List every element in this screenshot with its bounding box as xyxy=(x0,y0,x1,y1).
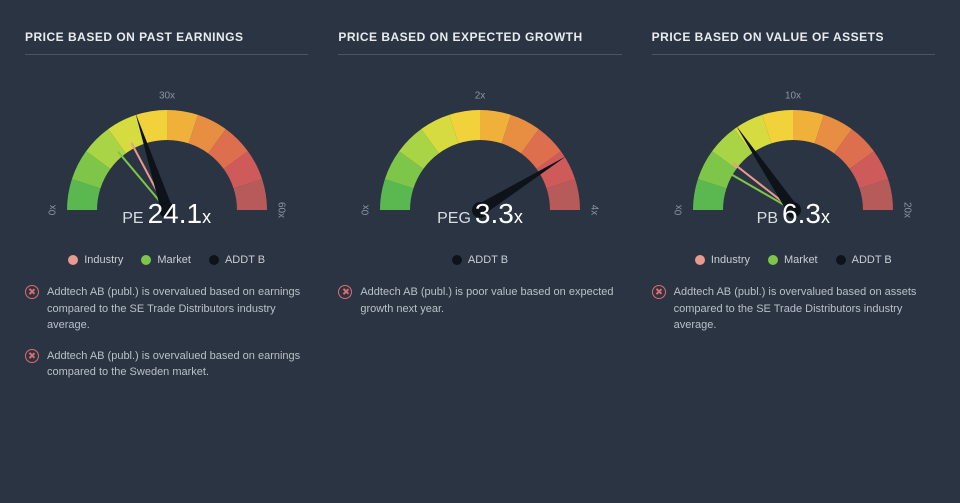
note-text: Addtech AB (publ.) is overvalued based o… xyxy=(47,348,308,381)
gauge-wrap: 0x10x20xPB6.3x xyxy=(652,80,935,250)
panel-notes: Addtech AB (publ.) is poor value based o… xyxy=(338,284,621,317)
legend-label: ADDT B xyxy=(225,254,265,266)
legend-label: Industry xyxy=(84,254,123,266)
legend-item: ADDT B xyxy=(452,254,508,266)
panel-title: PRICE BASED ON PAST EARNINGS xyxy=(25,30,308,55)
legend-item: ADDT B xyxy=(209,254,265,266)
legend-dot-icon xyxy=(768,255,778,265)
legend-dot-icon xyxy=(68,255,78,265)
metric-value-suffix: x xyxy=(514,207,523,227)
panel-notes: Addtech AB (publ.) is overvalued based o… xyxy=(652,284,935,334)
gauge-wrap: 0x30x60xPE24.1x xyxy=(25,80,308,250)
legend-item: Industry xyxy=(68,254,123,266)
cross-circle-icon xyxy=(25,349,39,363)
gauge-metric: PB6.3x xyxy=(652,198,935,230)
note-text: Addtech AB (publ.) is poor value based o… xyxy=(360,284,621,317)
valuation-note: Addtech AB (publ.) is poor value based o… xyxy=(338,284,621,317)
metric-value-suffix: x xyxy=(202,207,211,227)
metric-value-suffix: x xyxy=(821,207,830,227)
note-text: Addtech AB (publ.) is overvalued based o… xyxy=(47,284,308,334)
gauge-tick-label: 30x xyxy=(159,91,175,102)
valuation-panel: PRICE BASED ON PAST EARNINGS0x30x60xPE24… xyxy=(25,30,308,473)
valuation-panel: PRICE BASED ON VALUE OF ASSETS0x10x20xPB… xyxy=(652,30,935,473)
gauge-legend: Industry Market ADDT B xyxy=(652,254,935,266)
legend-dot-icon xyxy=(695,255,705,265)
panel-notes: Addtech AB (publ.) is overvalued based o… xyxy=(25,284,308,381)
gauge-metric: PEG3.3x xyxy=(338,198,621,230)
legend-item: ADDT B xyxy=(836,254,892,266)
legend-dot-icon xyxy=(452,255,462,265)
metric-label: PEG xyxy=(437,210,471,228)
legend-label: ADDT B xyxy=(468,254,508,266)
metric-label: PE xyxy=(122,210,143,228)
legend-dot-icon xyxy=(141,255,151,265)
valuation-note: Addtech AB (publ.) is overvalued based o… xyxy=(652,284,935,334)
cross-circle-icon xyxy=(652,285,666,299)
legend-label: ADDT B xyxy=(852,254,892,266)
legend-label: Industry xyxy=(711,254,750,266)
dashboard-container: PRICE BASED ON PAST EARNINGS0x30x60xPE24… xyxy=(0,0,960,503)
metric-value: 3.3x xyxy=(475,198,523,230)
legend-label: Market xyxy=(784,254,818,266)
gauge-tick-label: 2x xyxy=(475,91,486,102)
panel-title: PRICE BASED ON VALUE OF ASSETS xyxy=(652,30,935,55)
metric-value-number: 24.1 xyxy=(148,198,203,229)
valuation-note: Addtech AB (publ.) is overvalued based o… xyxy=(25,284,308,334)
metric-value-number: 3.3 xyxy=(475,198,514,229)
panel-title: PRICE BASED ON EXPECTED GROWTH xyxy=(338,30,621,55)
metric-value: 6.3x xyxy=(782,198,830,230)
metric-value: 24.1x xyxy=(148,198,212,230)
legend-dot-icon xyxy=(209,255,219,265)
valuation-note: Addtech AB (publ.) is overvalued based o… xyxy=(25,348,308,381)
legend-item: Market xyxy=(141,254,191,266)
gauge-legend: ADDT B xyxy=(338,254,621,266)
metric-label: PB xyxy=(757,210,778,228)
legend-label: Market xyxy=(157,254,191,266)
legend-item: Market xyxy=(768,254,818,266)
gauge-tick-label: 10x xyxy=(785,91,801,102)
gauge-metric: PE 24.1x xyxy=(25,198,308,230)
gauge-legend: Industry Market ADDT B xyxy=(25,254,308,266)
cross-circle-icon xyxy=(338,285,352,299)
metric-value-number: 6.3 xyxy=(782,198,821,229)
legend-item: Industry xyxy=(695,254,750,266)
gauge-wrap: 0x2x4xPEG3.3x xyxy=(338,80,621,250)
note-text: Addtech AB (publ.) is overvalued based o… xyxy=(674,284,935,334)
cross-circle-icon xyxy=(25,285,39,299)
legend-dot-icon xyxy=(836,255,846,265)
valuation-panel: PRICE BASED ON EXPECTED GROWTH0x2x4xPEG3… xyxy=(338,30,621,473)
